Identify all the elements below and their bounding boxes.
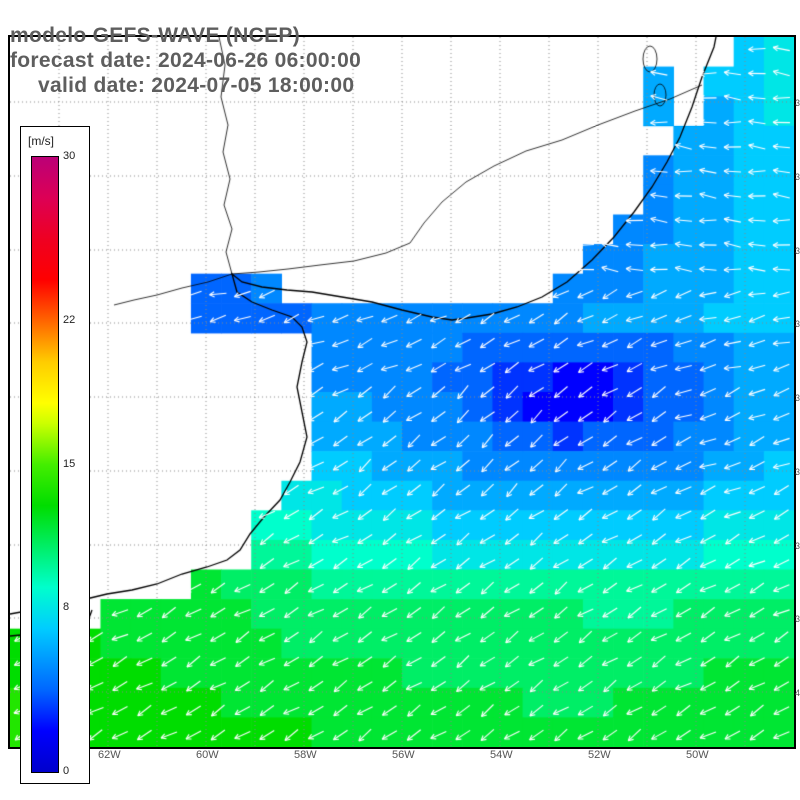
wind-field-map <box>10 37 794 747</box>
colorbar-tick: 15 <box>63 457 76 470</box>
lat-label: 38S <box>795 541 800 551</box>
lon-label: 58W <box>294 749 317 761</box>
lon-label: 52W <box>588 749 611 761</box>
lon-label: 60W <box>196 749 219 761</box>
lat-label: 33S <box>795 172 800 182</box>
lat-label: 40S <box>795 688 800 698</box>
lon-label: 54W <box>490 749 513 761</box>
lat-label: 34S <box>795 246 800 256</box>
model-title: modelo GEFS-WAVE (NCEP) <box>10 24 301 47</box>
lat-label: 35S <box>795 319 800 329</box>
colorbar-tick: 30 <box>63 150 76 162</box>
valid-date: valid date: 2024-07-05 18:00:00 <box>38 74 355 97</box>
lon-label: 50W <box>686 749 709 761</box>
colorbar-tick: 22 <box>63 314 76 326</box>
lat-label: 32S <box>795 98 800 108</box>
lat-label: 36S <box>795 393 800 403</box>
lon-label: 62W <box>98 749 121 761</box>
colorbar-tick: 0 <box>63 765 70 777</box>
map-frame <box>8 35 796 749</box>
lat-label: 37S <box>795 467 800 477</box>
colorbar-gradient <box>31 156 59 773</box>
colorbar-unit-label: [m/s] <box>28 134 54 148</box>
forecast-date: forecast date: 2024-06-26 06:00:00 <box>10 49 362 72</box>
colorbar: [m/s] 30 22 15 8 0 <box>20 126 90 784</box>
colorbar-tick: 8 <box>63 601 70 613</box>
lon-label: 56W <box>392 749 415 761</box>
lat-label: 39S <box>795 614 800 624</box>
